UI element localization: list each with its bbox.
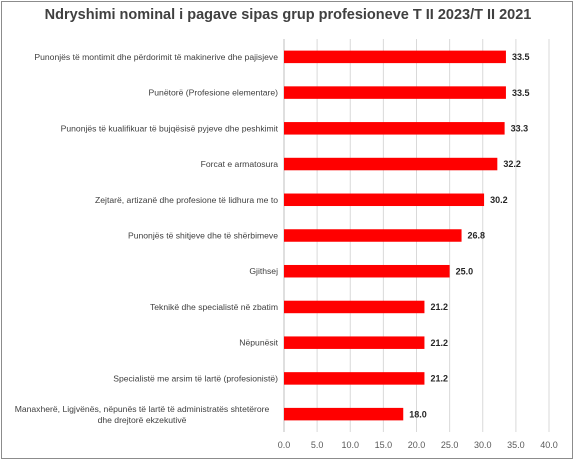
x-tick-label: 10.0 xyxy=(341,440,359,450)
bar xyxy=(284,229,462,242)
bar xyxy=(284,157,498,171)
category-label: Zejtarë, artizanë dhe profesione të lidh… xyxy=(95,195,278,205)
x-tick-label: 20.0 xyxy=(408,440,426,450)
category-label: Punonjës të montimit dhe përdorimit të m… xyxy=(34,52,278,62)
data-label: 33.5 xyxy=(512,88,530,98)
chart-title: Ndryshimi nominal i pagave sipas grup pr… xyxy=(44,7,532,23)
category-label: Manaxherë, Ligjvënës, nëpunës të lartë t… xyxy=(15,404,270,425)
data-label: 32.2 xyxy=(503,159,521,169)
x-tick-label: 0.0 xyxy=(278,440,291,450)
bar xyxy=(284,336,425,349)
bar xyxy=(284,193,485,207)
data-label: 33.5 xyxy=(512,52,530,62)
data-label: 18.0 xyxy=(409,409,427,419)
data-label: 26.8 xyxy=(468,231,486,241)
data-label: 21.2 xyxy=(430,374,448,384)
data-label: 25.0 xyxy=(456,266,474,276)
category-label: Specialistë me arsim të lartë (profesion… xyxy=(113,373,278,383)
bar xyxy=(284,264,450,278)
bar xyxy=(284,300,425,314)
bar xyxy=(284,372,425,385)
x-tick-label: 40.0 xyxy=(540,440,558,450)
bar xyxy=(284,407,404,421)
data-label: 33.3 xyxy=(511,124,529,134)
bar xyxy=(284,50,506,64)
x-tick-label: 15.0 xyxy=(375,440,393,450)
category-label: Punonjës të kualifikuar të bujqësisë pyj… xyxy=(61,123,279,133)
data-label: 30.2 xyxy=(490,195,508,205)
bar xyxy=(284,86,506,99)
x-tick-label: 30.0 xyxy=(474,440,492,450)
category-label: Forcat e armatosura xyxy=(201,159,279,169)
data-label: 21.2 xyxy=(430,338,448,348)
data-label: 21.2 xyxy=(430,302,448,312)
category-label: Nëpunësit xyxy=(239,338,278,348)
bar xyxy=(284,122,505,135)
category-label: Teknikë dhe specialistë në zbatim xyxy=(150,302,278,312)
x-tick-label: 35.0 xyxy=(507,440,525,450)
category-label: Punonjës të shitjeve dhe të shërbimeve xyxy=(128,231,278,241)
category-label: Gjithsej xyxy=(249,266,278,276)
category-label: Punëtorë (Profesione elementare) xyxy=(149,88,279,98)
x-tick-label: 5.0 xyxy=(311,440,324,450)
x-tick-label: 25.0 xyxy=(441,440,459,450)
